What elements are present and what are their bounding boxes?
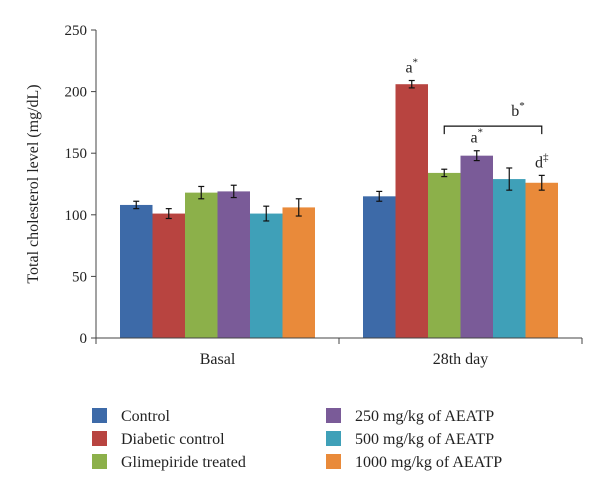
bar <box>217 191 250 338</box>
y-tick-label: 0 <box>80 331 88 347</box>
significance-letter: a <box>470 130 477 147</box>
legend-label: Control <box>121 408 170 425</box>
bar <box>250 213 283 338</box>
significance-letter: b <box>511 103 519 120</box>
legend-swatch <box>326 431 341 446</box>
y-axis-title: Total cholesterol level (mg/dL) <box>25 84 42 283</box>
significance-letter: a <box>405 60 412 77</box>
significance-label: a* <box>405 57 418 77</box>
category-label: 28th day <box>433 351 489 368</box>
significance-superscript: * <box>478 127 484 139</box>
significance-letter: d <box>535 154 543 171</box>
bar <box>493 179 526 338</box>
bar <box>282 207 315 338</box>
legend: Control Diabetic control Glimepiride treat… <box>92 408 502 471</box>
significance-bracket <box>443 125 543 135</box>
y-tick-label: 250 <box>65 23 88 39</box>
legend-label: Diabetic control <box>121 431 225 448</box>
error-bars <box>133 79 545 222</box>
legend-label: 500 mg/kg of AEATP <box>355 431 494 448</box>
x-axis: Basal 28th day <box>95 337 583 368</box>
category-label: Basal <box>200 351 236 368</box>
y-tick-label: 150 <box>65 146 88 162</box>
legend-swatch <box>92 408 107 423</box>
annotations: a*a*d‡b* <box>405 57 549 172</box>
bar <box>428 172 461 338</box>
bar <box>460 155 493 338</box>
significance-label: a* <box>470 127 483 147</box>
y-axis: 0 50 100 150 200 250 <box>65 23 97 347</box>
bar <box>525 182 558 338</box>
y-tick-label: 100 <box>65 208 88 224</box>
y-tick-label: 200 <box>65 85 88 101</box>
legend-label: 250 mg/kg of AEATP <box>355 408 494 425</box>
legend-swatch <box>326 408 341 423</box>
significance-label: d‡ <box>535 151 549 171</box>
bar <box>120 204 153 338</box>
legend-label: 1000 mg/kg of AEATP <box>355 454 502 471</box>
significance-superscript: * <box>519 100 525 112</box>
significance-label: b* <box>511 100 525 120</box>
bar <box>185 192 218 338</box>
significance-superscript: * <box>413 57 419 69</box>
legend-swatch <box>92 454 107 469</box>
bars <box>120 84 558 338</box>
bar <box>152 213 185 338</box>
legend-label: Glimepiride treated <box>121 454 246 471</box>
y-tick-label: 50 <box>72 269 87 285</box>
bar <box>395 84 428 338</box>
legend-swatch <box>92 431 107 446</box>
bar <box>363 196 396 338</box>
significance-superscript: ‡ <box>543 151 549 163</box>
legend-swatch <box>326 454 341 469</box>
